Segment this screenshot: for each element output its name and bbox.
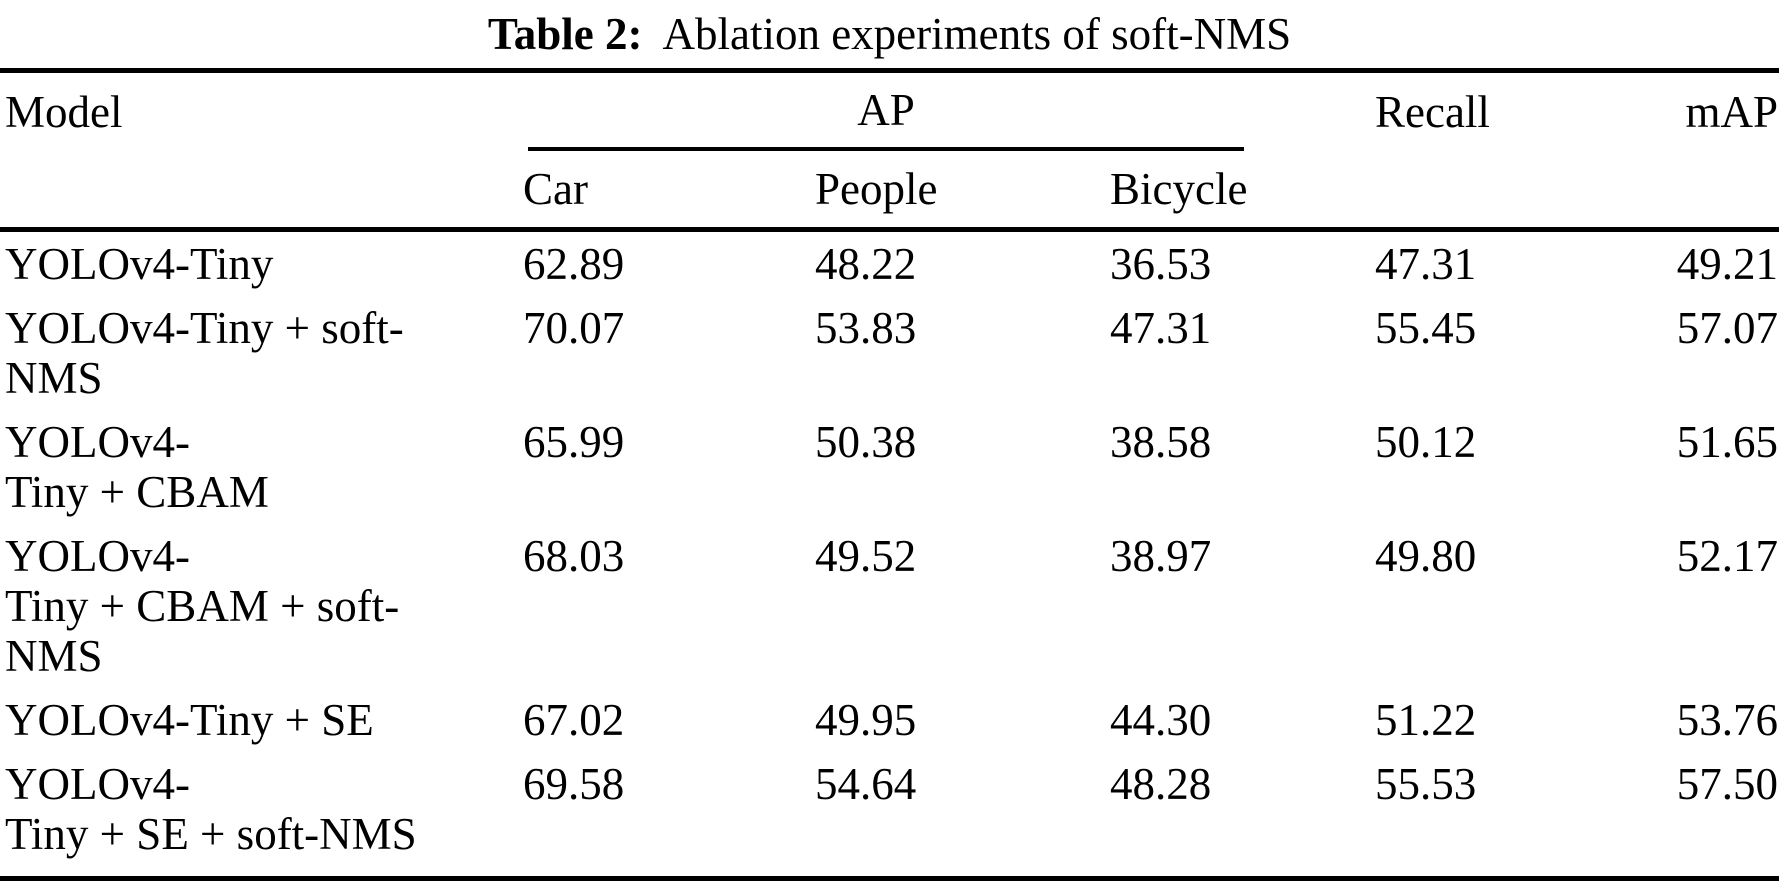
model-line: YOLOv4-Tiny: [5, 239, 274, 289]
caption-label: Table 2:: [487, 9, 643, 59]
col-header-people: People: [815, 164, 938, 214]
model-line: Tiny + CBAM + soft-: [5, 581, 400, 631]
bottom-rule: [0, 876, 1779, 881]
ap-people-value: 48.22: [815, 239, 917, 289]
ap-car-value: 70.07: [523, 303, 625, 353]
ap-group-span-with-cmidrule: AP: [528, 73, 1244, 151]
col-header-recall: Recall: [1375, 87, 1490, 137]
ap-people-value: 49.52: [815, 531, 917, 581]
ap-group-header: AP: [518, 73, 1370, 151]
model-line: YOLOv4-Tiny + soft-: [5, 303, 404, 353]
table-header-row-1: Model AP Recall mAP: [0, 73, 1779, 151]
recall-value: 55.45: [1375, 303, 1477, 353]
recall-value: 51.22: [1375, 695, 1477, 745]
table-caption: Table 2: Ablation experiments of soft-NM…: [0, 0, 1779, 68]
header-bottom-rule: [0, 227, 1779, 232]
table-row: YOLOv4-Tiny + soft- NMS 70.07 53.83 47.3…: [0, 296, 1779, 410]
table-row: YOLOv4- Tiny + CBAM + soft- NMS 68.03 49…: [0, 524, 1779, 688]
model-line: YOLOv4-Tiny + SE: [5, 695, 374, 745]
caption-text: Ablation experiments of soft-NMS: [662, 9, 1292, 59]
table-row: YOLOv4- Tiny + CBAM 65.99 50.38 38.58 50…: [0, 410, 1779, 524]
model-cell: YOLOv4- Tiny + SE + soft-NMS: [0, 759, 518, 859]
map-value: 57.07: [1676, 303, 1778, 353]
model-line: YOLOv4-: [5, 531, 190, 581]
model-line: Tiny + CBAM: [5, 467, 269, 517]
model-cell: YOLOv4-Tiny + soft- NMS: [0, 303, 518, 403]
ap-bicycle-value: 36.53: [1110, 239, 1212, 289]
top-rule: [0, 68, 1779, 73]
recall-value: 55.53: [1375, 759, 1477, 809]
ap-bicycle-value: 38.58: [1110, 417, 1212, 467]
model-line: YOLOv4-: [5, 417, 190, 467]
col-header-ap: AP: [857, 85, 915, 135]
recall-value: 50.12: [1375, 417, 1477, 467]
ap-people-value: 50.38: [815, 417, 917, 467]
map-value: 52.17: [1676, 531, 1778, 581]
map-value: 51.65: [1676, 417, 1778, 467]
ap-car-value: 65.99: [523, 417, 625, 467]
recall-value: 49.80: [1375, 531, 1477, 581]
model-line: NMS: [5, 631, 103, 681]
table-row: YOLOv4- Tiny + SE + soft-NMS 69.58 54.64…: [0, 752, 1779, 866]
table-body: YOLOv4-Tiny 62.89 48.22 36.53 47.31 49.2…: [0, 232, 1779, 866]
model-line: NMS: [5, 353, 103, 403]
ap-car-value: 67.02: [523, 695, 625, 745]
ap-car-value: 62.89: [523, 239, 625, 289]
map-value: 53.76: [1676, 695, 1778, 745]
model-cell: YOLOv4-Tiny: [0, 239, 518, 289]
ap-people-value: 54.64: [815, 759, 917, 809]
model-cell: YOLOv4-Tiny + SE: [0, 695, 518, 745]
ap-people-value: 53.83: [815, 303, 917, 353]
map-value: 49.21: [1676, 239, 1778, 289]
table-header-row-2: Car People Bicycle: [0, 151, 1779, 227]
model-cell: YOLOv4- Tiny + CBAM: [0, 417, 518, 517]
col-header-map: mAP: [1685, 87, 1778, 137]
model-line: YOLOv4-: [5, 759, 190, 809]
map-value: 57.50: [1676, 759, 1778, 809]
col-header-bicycle: Bicycle: [1110, 164, 1248, 214]
col-header-car: Car: [523, 164, 588, 214]
ap-people-value: 49.95: [815, 695, 917, 745]
ap-bicycle-value: 47.31: [1110, 303, 1212, 353]
ap-car-value: 69.58: [523, 759, 625, 809]
ap-bicycle-value: 44.30: [1110, 695, 1212, 745]
table-row: YOLOv4-Tiny 62.89 48.22 36.53 47.31 49.2…: [0, 232, 1779, 296]
model-cell: YOLOv4- Tiny + CBAM + soft- NMS: [0, 531, 518, 681]
model-line: Tiny + SE + soft-NMS: [5, 809, 417, 859]
ap-bicycle-value: 38.97: [1110, 531, 1212, 581]
col-header-model: Model: [5, 87, 123, 137]
recall-value: 47.31: [1375, 239, 1477, 289]
ap-car-value: 68.03: [523, 531, 625, 581]
table-row: YOLOv4-Tiny + SE 67.02 49.95 44.30 51.22…: [0, 688, 1779, 752]
ap-bicycle-value: 48.28: [1110, 759, 1212, 809]
